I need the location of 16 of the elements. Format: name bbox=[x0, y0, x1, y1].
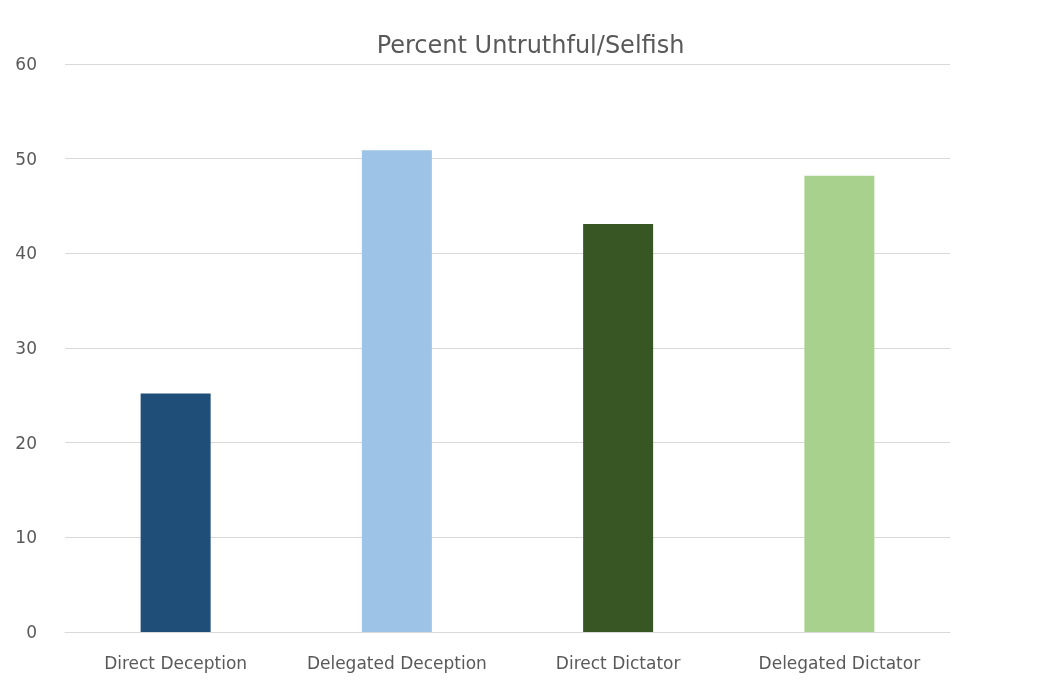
bar bbox=[583, 223, 654, 632]
y-tick-label: 30 bbox=[15, 338, 37, 358]
y-tick-label: 10 bbox=[15, 527, 37, 548]
y-tick-label: 20 bbox=[15, 432, 37, 453]
y-tick-label: 0 bbox=[26, 622, 37, 642]
y-tick-label: 40 bbox=[15, 243, 37, 264]
x-tick-label: Delegated Deception bbox=[306, 652, 487, 673]
x-tick-label: Delegated Dictator bbox=[758, 652, 921, 673]
bar bbox=[361, 150, 432, 632]
chart-title: Percent Untruthful/Selfish bbox=[376, 31, 685, 59]
bar bbox=[804, 175, 875, 632]
bar bbox=[140, 393, 211, 632]
x-tick-label: Direct Deception bbox=[104, 652, 248, 673]
y-tick-label: 50 bbox=[15, 148, 37, 169]
x-tick-label: Direct Dictator bbox=[555, 652, 681, 673]
y-tick-label: 60 bbox=[15, 54, 37, 74]
